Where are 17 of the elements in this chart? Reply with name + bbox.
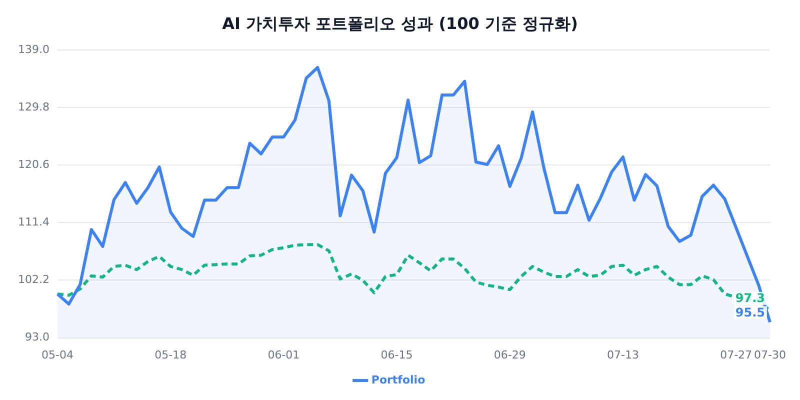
y-tick-label: 102.2 xyxy=(18,273,50,286)
y-tick-label: 129.8 xyxy=(18,100,50,114)
x-tick-label: 06-01 xyxy=(268,348,300,362)
x-tick-label: 07-30 xyxy=(754,348,786,362)
x-tick-label: 05-04 xyxy=(42,348,74,362)
y-tick-label: 93.0 xyxy=(24,330,50,344)
y-tick-label: 111.4 xyxy=(18,216,50,229)
legend-label: Portfolio xyxy=(371,373,426,386)
data-label: 95.5 xyxy=(735,305,765,320)
x-tick-label: 07-27 xyxy=(720,348,752,362)
x-tick-label: 07-13 xyxy=(606,348,639,362)
chart-title: AI 가치투자 포트폴리오 성과 (100 기준 정규화) xyxy=(221,14,579,35)
x-tick-label: 06-29 xyxy=(494,348,526,362)
y-tick-label: 120.6 xyxy=(18,158,50,171)
x-tick-label: 06-15 xyxy=(380,348,413,362)
y-tick-label: 139.0 xyxy=(18,42,50,56)
x-tick-label: 05-18 xyxy=(154,348,187,362)
